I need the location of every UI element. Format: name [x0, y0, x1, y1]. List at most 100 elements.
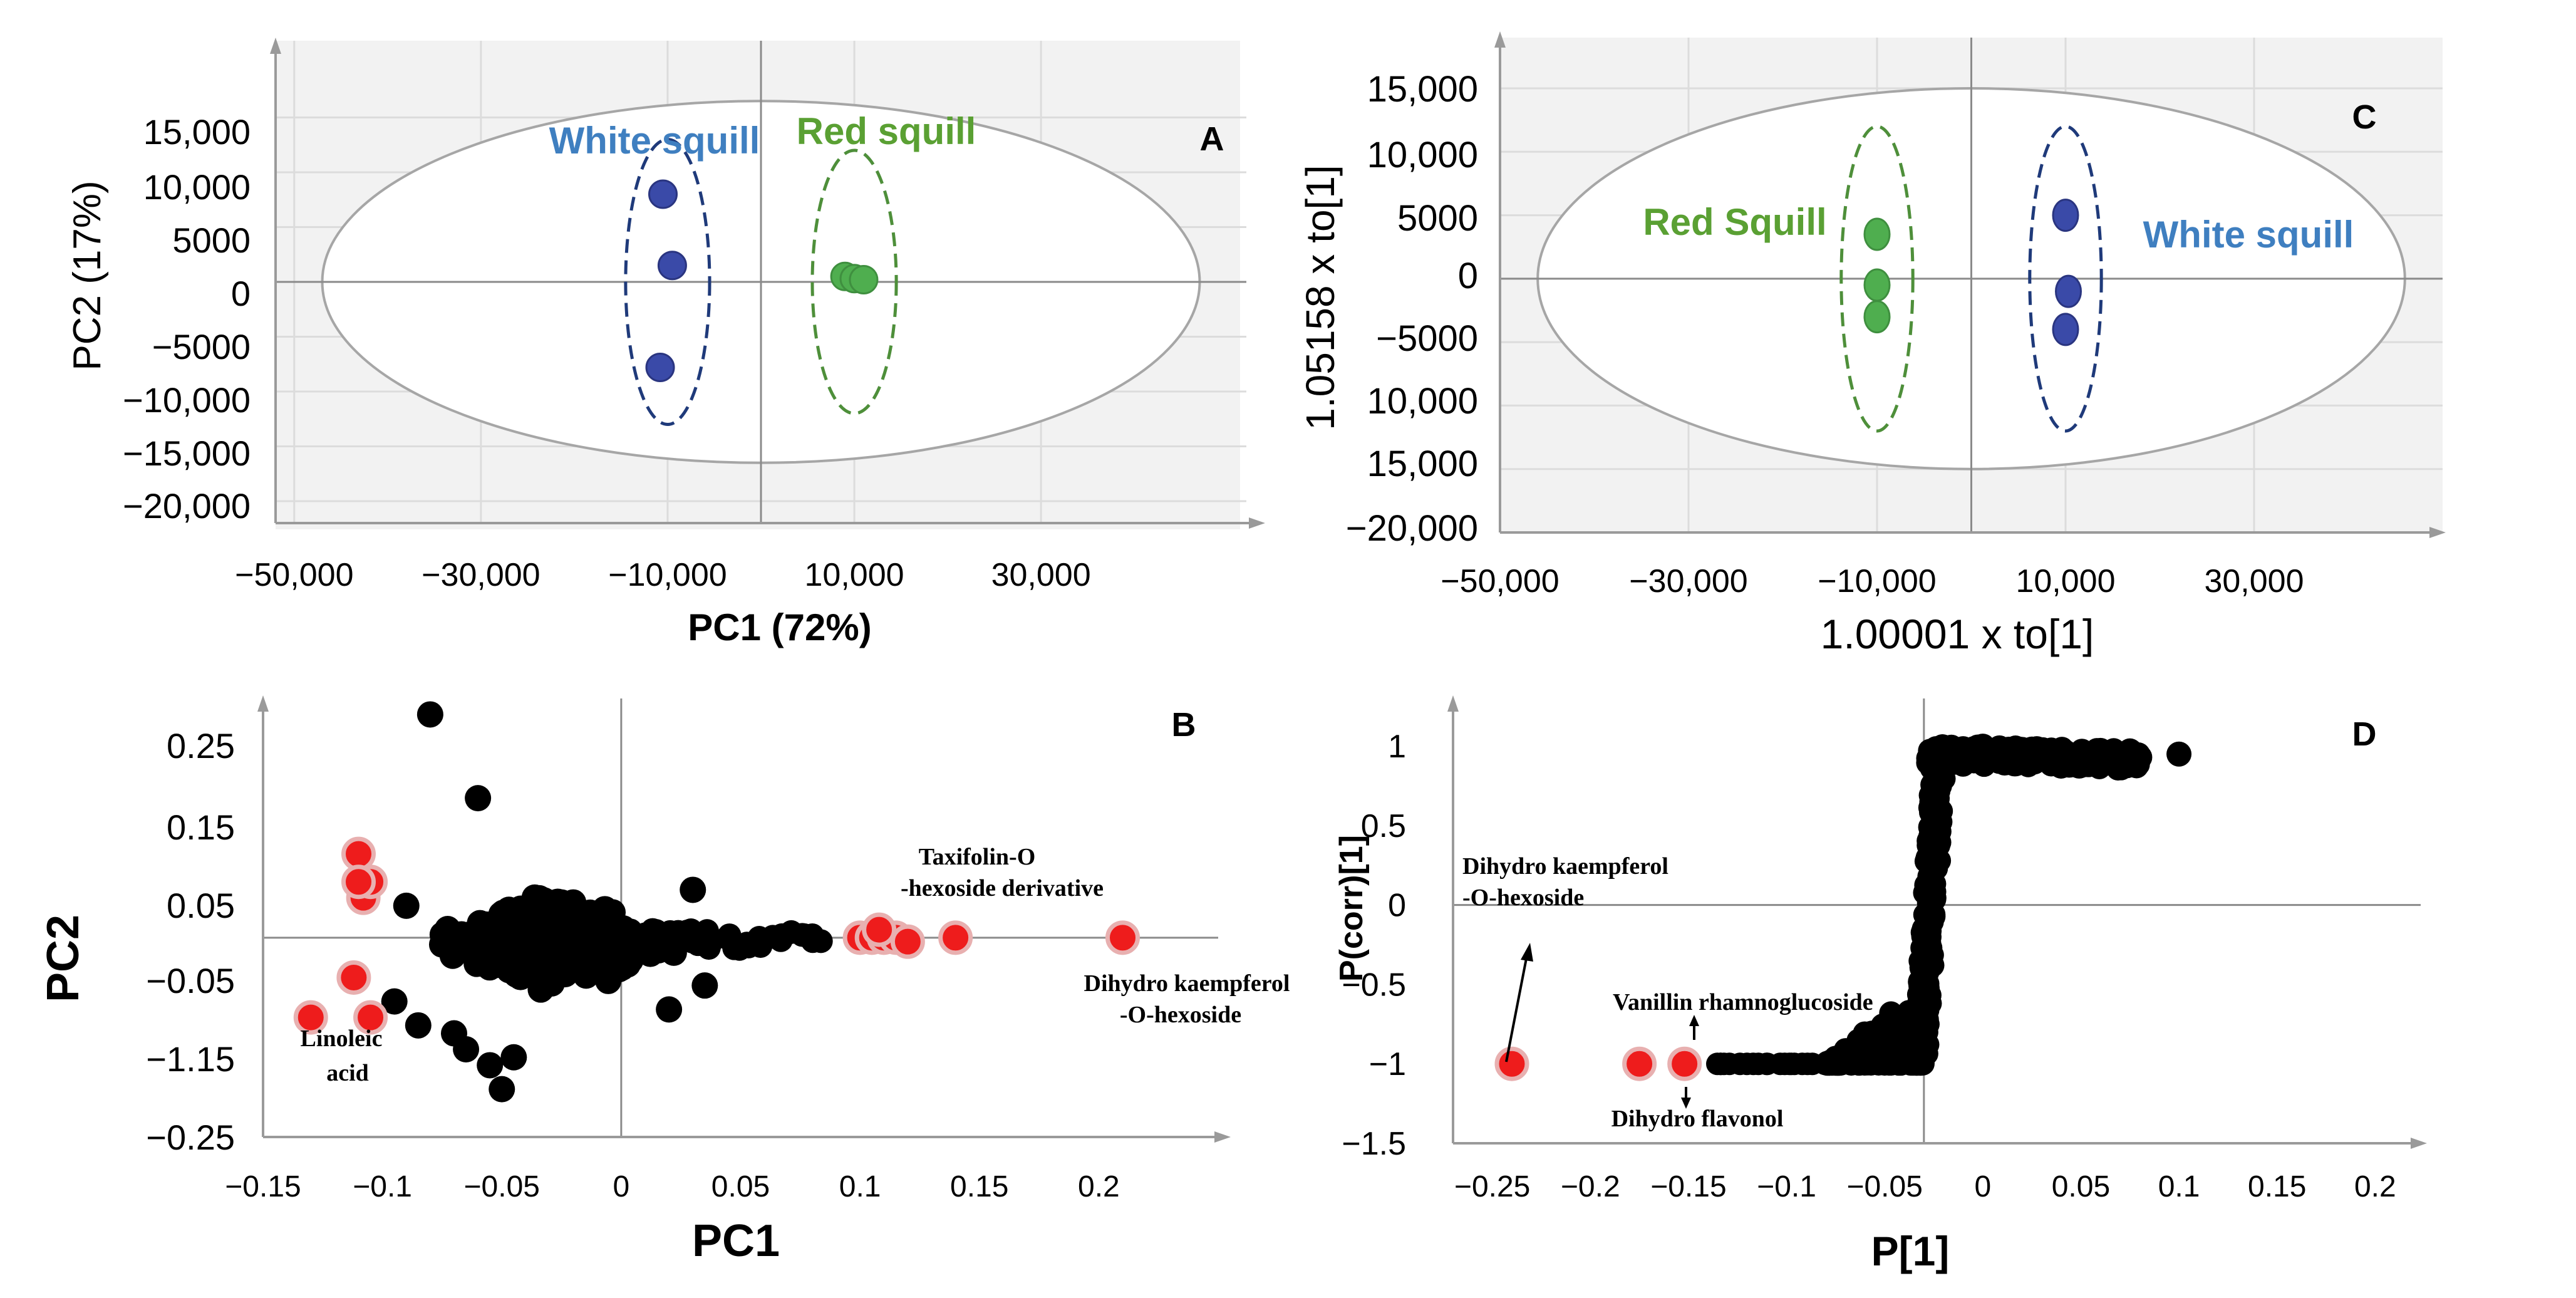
- group-label-red-squill: Red squill: [797, 110, 976, 152]
- annotation: Dihydro kaempferol: [1084, 970, 1290, 997]
- y-tick-label: 0.25: [167, 726, 235, 766]
- highlighted-point: [341, 864, 376, 900]
- annotation: Dihydro kaempferol: [1462, 853, 1668, 880]
- data-point: [849, 265, 879, 294]
- data-point: [393, 892, 420, 919]
- panel-c: Red Squill White squill C 15,000 10,000 5000 0…: [1298, 31, 2446, 657]
- data-point: [2052, 313, 2079, 346]
- data-point: [416, 701, 443, 728]
- y-tick-label: −20,000: [123, 486, 251, 526]
- group-label-white-squill: White squill: [2143, 214, 2354, 256]
- panel-letter-d: D: [2352, 715, 2377, 753]
- data-point: [500, 1044, 527, 1071]
- y-axis-title: PC2: [38, 915, 88, 1002]
- x-tick-label: −0.05: [464, 1170, 540, 1203]
- data-point: [2117, 738, 2143, 764]
- data-point: [747, 926, 772, 950]
- data-point: [489, 1076, 515, 1103]
- highlighted-point: [1667, 1046, 1702, 1081]
- data-point: [1863, 268, 1891, 302]
- y-axis-title: P(corr)[1]: [1333, 835, 1370, 982]
- data-point: [592, 943, 619, 970]
- data-point: [465, 785, 492, 812]
- data-point: [1930, 734, 1955, 759]
- data-point: [1853, 1022, 1877, 1047]
- y-tick-label: −1.5: [1342, 1126, 1406, 1162]
- x-axis-arrow: [2429, 527, 2446, 538]
- data-point: [1778, 1052, 1801, 1076]
- annotation-arrowhead: [1521, 943, 1533, 962]
- data-point: [648, 179, 678, 209]
- y-tick-label: −10,000: [123, 380, 251, 420]
- y-axis-title: PC2 (17%): [66, 180, 109, 370]
- data-point: [1918, 919, 1942, 943]
- panel-a: White squill Red squill A 15,000 10,000 5000 0…: [66, 38, 1265, 648]
- x-tick-label: 0.15: [950, 1170, 1008, 1203]
- x-tick-label: 30,000: [2204, 563, 2304, 600]
- y-tick-label: −5000: [1376, 318, 1478, 359]
- y-tick-label: −1.15: [146, 1039, 235, 1079]
- y-tick-label: 0: [1388, 888, 1406, 924]
- y-tick-label: 5000: [1397, 198, 1478, 239]
- x-tick-label: 10,000: [805, 557, 904, 593]
- x-axis-title: PC1: [692, 1216, 780, 1266]
- data-point: [691, 972, 718, 999]
- data-point: [1863, 217, 1891, 251]
- data-point: [484, 915, 511, 942]
- x-axis-title: PC1 (72%): [688, 606, 871, 648]
- data-point: [2166, 741, 2192, 767]
- data-point: [527, 976, 554, 1003]
- data-point: [1922, 770, 1947, 794]
- x-axis-arrow: [1249, 517, 1265, 529]
- group-ellipse: [1839, 125, 1915, 433]
- x-tick-label: −10,000: [608, 557, 727, 593]
- y-tick-label: −20,000: [1346, 508, 1478, 549]
- x-tick-label: −0.1: [353, 1170, 412, 1203]
- annotation: Vanillin rhamnoglucoside: [1613, 989, 1873, 1015]
- x-tick-label: 0.2: [1078, 1170, 1120, 1203]
- annotation-arrow: [1505, 955, 1528, 1062]
- x-tick-label: 0: [1974, 1170, 1991, 1203]
- x-tick-label: 0.15: [2248, 1170, 2306, 1203]
- data-point: [2052, 199, 2079, 232]
- data-point: [495, 937, 522, 963]
- x-tick-label: 0.2: [2354, 1170, 2396, 1203]
- x-tick-label: −0.25: [1454, 1170, 1530, 1203]
- data-point: [1863, 300, 1891, 334]
- y-tick-label: 10,000: [1367, 381, 1478, 422]
- data-point: [1893, 1024, 1918, 1049]
- y-axis-arrow: [270, 38, 281, 54]
- data-point: [2068, 741, 2094, 767]
- annotation: acid: [326, 1060, 369, 1086]
- highlighted-point: [1622, 1046, 1657, 1081]
- x-tick-label: −10,000: [1818, 563, 1936, 600]
- data-point: [1908, 974, 1933, 998]
- data-point: [477, 1052, 504, 1079]
- data-point: [666, 920, 690, 944]
- annotation: -O-hexoside: [1462, 885, 1584, 911]
- x-tick-label: 10,000: [2015, 563, 2115, 600]
- data-point: [405, 1012, 432, 1039]
- x-tick-label: −0.2: [1561, 1170, 1620, 1203]
- x-tick-label: 0: [613, 1170, 630, 1203]
- data-point: [1970, 734, 1995, 759]
- y-tick-label: −0.25: [146, 1118, 235, 1157]
- y-tick-label: 5000: [172, 221, 251, 260]
- data-point: [453, 1036, 480, 1062]
- y-axis-arrow: [1494, 31, 1506, 48]
- data-point: [1709, 1052, 1732, 1076]
- data-point: [695, 930, 719, 955]
- data-point: [429, 922, 456, 948]
- panel-letter-a: A: [1200, 120, 1224, 158]
- y-tick-label: 15,000: [143, 112, 251, 152]
- x-tick-label: −50,000: [235, 557, 353, 593]
- x-tick-label: 0.05: [2052, 1170, 2110, 1203]
- y-tick-label: −1: [1369, 1046, 1406, 1083]
- data-point: [381, 988, 408, 1015]
- x-tick-label: −30,000: [422, 557, 540, 593]
- y-tick-label: −0.5: [1342, 967, 1406, 1003]
- x-axis-title: 1.00001 x to[1]: [1821, 611, 2094, 657]
- annotation: Dihydro flavonol: [1611, 1106, 1784, 1132]
- data-point: [1886, 1052, 1911, 1076]
- data-point: [1918, 888, 1942, 913]
